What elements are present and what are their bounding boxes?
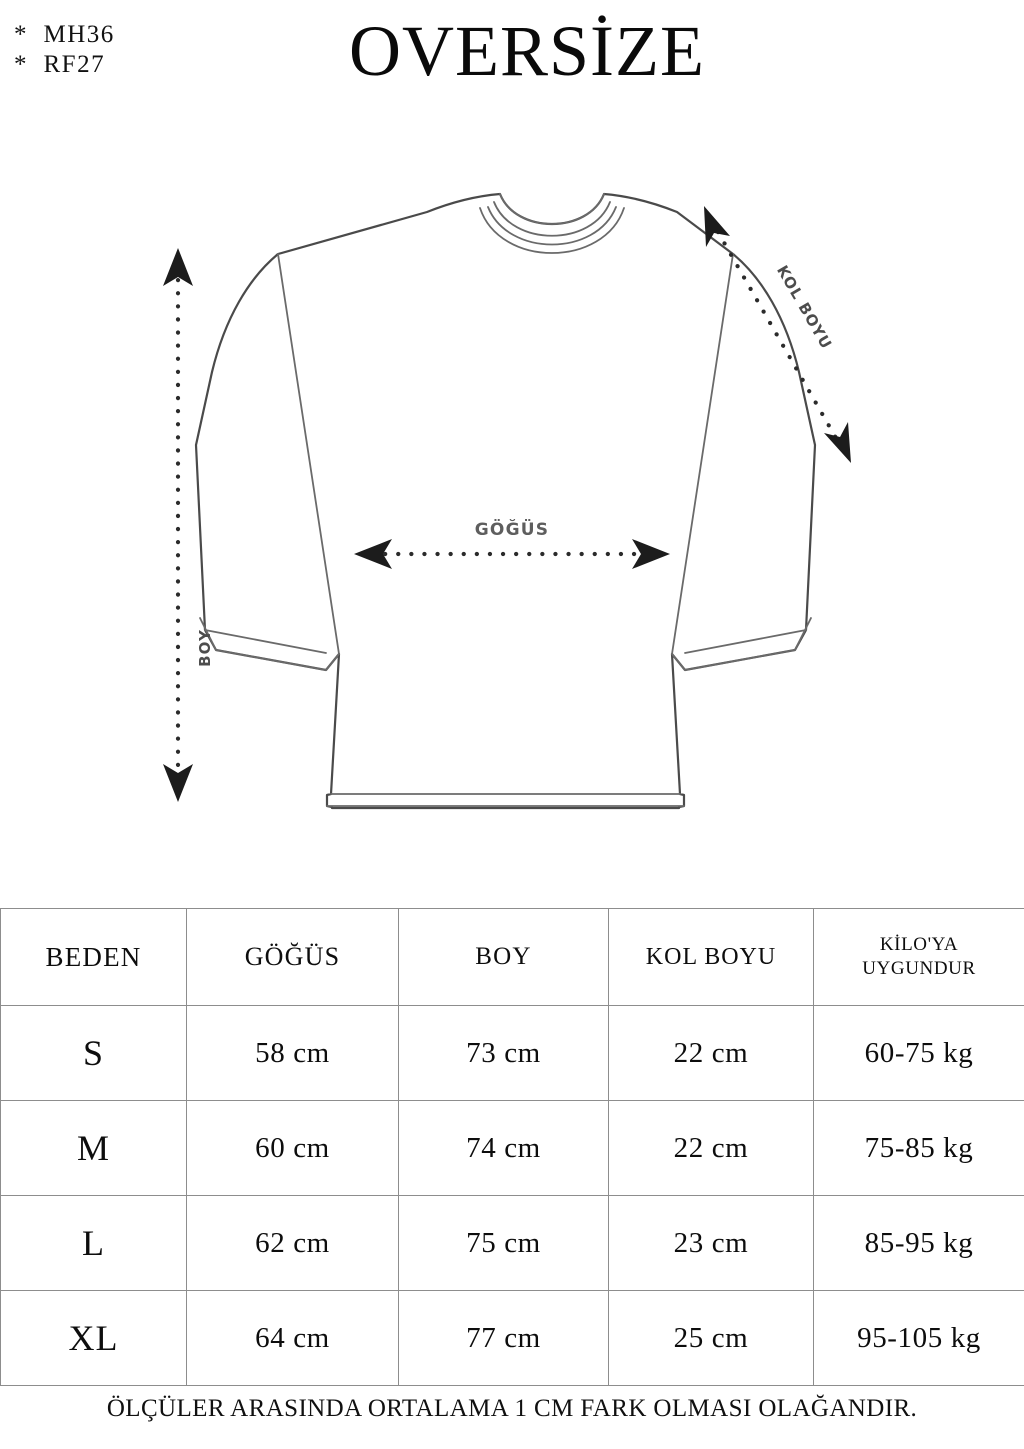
sleeve-dotted-line xyxy=(715,229,839,441)
cell-boy: 77 cm xyxy=(398,1290,609,1386)
cell-beden: XL xyxy=(0,1290,187,1386)
cell-boy: 74 cm xyxy=(398,1100,609,1196)
cell-gogus: 64 cm xyxy=(186,1290,399,1386)
right-shoulder-seam xyxy=(671,253,734,655)
product-codes: * MH36 * RF27 xyxy=(14,20,115,80)
chest-arrow-right xyxy=(632,539,670,569)
product-code-1: * MH36 xyxy=(14,21,115,48)
length-label: BOY xyxy=(196,629,214,667)
tshirt-outline xyxy=(194,192,817,810)
table-row: L 62 cm 75 cm 23 cm 85-95 kg xyxy=(0,1195,1024,1291)
cell-beden: L xyxy=(0,1195,187,1291)
cell-kilo: 75-85 kg xyxy=(813,1100,1024,1196)
table-row: S 58 cm 73 cm 22 cm 60-75 kg xyxy=(0,1005,1024,1101)
column-header-beden: BEDEN xyxy=(0,908,187,1006)
column-header-kol-boyu: KOL BOYU xyxy=(608,908,814,1006)
cell-kilo: 85-95 kg xyxy=(813,1195,1024,1291)
cell-gogus: 60 cm xyxy=(186,1100,399,1196)
cell-boy: 73 cm xyxy=(398,1005,609,1101)
cell-gogus: 58 cm xyxy=(186,1005,399,1101)
product-code-2: * RF27 xyxy=(14,51,106,78)
cell-kilo: 60-75 kg xyxy=(813,1005,1024,1101)
cell-kol-boyu: 25 cm xyxy=(608,1290,814,1386)
length-arrow-top xyxy=(163,248,193,286)
collar-band-line-1 xyxy=(493,201,611,237)
right-sleeve-cuff xyxy=(671,617,812,671)
kilo-header-line-2: UYGUNDUR xyxy=(862,958,976,979)
sleeve-arrow-bottom xyxy=(824,422,851,463)
cell-beden: M xyxy=(0,1100,187,1196)
collar-outer-line xyxy=(499,193,605,225)
length-measure-arrow: BOY xyxy=(163,248,214,802)
cell-boy: 75 cm xyxy=(398,1195,609,1291)
tshirt-measurement-diagram: GÖĞÜS BOY KOL BOYU xyxy=(0,150,1024,890)
cell-beden: S xyxy=(0,1005,187,1101)
cell-kol-boyu: 22 cm xyxy=(608,1100,814,1196)
cell-gogus: 62 cm xyxy=(186,1195,399,1291)
chest-label: GÖĞÜS xyxy=(475,518,549,540)
kilo-header-line-1: KİLO'YA xyxy=(879,934,959,955)
table-row: XL 64 cm 77 cm 25 cm 95-105 kg xyxy=(0,1290,1024,1386)
length-arrow-bottom xyxy=(163,764,193,802)
left-sleeve-cuff-inner xyxy=(204,629,327,654)
chest-arrow-left xyxy=(354,539,392,569)
table-header-row: BEDEN GÖĞÜS BOY KOL BOYU KİLO'YA UYGUNDU… xyxy=(0,908,1024,1006)
column-header-boy: BOY xyxy=(398,908,609,1006)
cell-kol-boyu: 23 cm xyxy=(608,1195,814,1291)
right-sleeve-cuff-inner xyxy=(684,629,807,654)
collar-inner-line xyxy=(479,207,625,254)
column-header-kilo-uygundur: KİLO'YA UYGUNDUR xyxy=(813,908,1024,1006)
left-sleeve-cuff xyxy=(199,617,340,671)
sleeve-arrow-top xyxy=(704,206,730,247)
chest-measure-arrow: GÖĞÜS xyxy=(354,518,670,569)
cell-kol-boyu: 22 cm xyxy=(608,1005,814,1101)
table-row: M 60 cm 74 cm 22 cm 75-85 kg xyxy=(0,1100,1024,1196)
page-title: OVERSİZE xyxy=(349,11,705,91)
collar-band-line-2 xyxy=(487,206,617,246)
column-header-gogus: GÖĞÜS xyxy=(186,908,399,1006)
footnote-text: ÖLÇÜLER ARASINDA ORTALAMA 1 CM FARK OLMA… xyxy=(106,1395,918,1422)
size-chart-table: BEDEN GÖĞÜS BOY KOL BOYU KİLO'YA UYGUNDU… xyxy=(0,908,1024,1386)
left-shoulder-seam xyxy=(277,253,340,655)
cell-kilo: 95-105 kg xyxy=(813,1290,1024,1386)
